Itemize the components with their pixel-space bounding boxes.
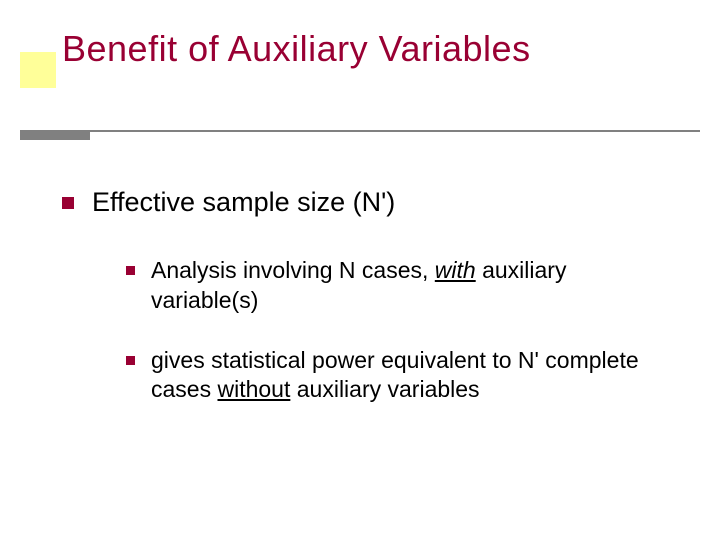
bullet-text: gives statistical power equivalent to N'…	[151, 346, 680, 406]
text-run: auxiliary variables	[290, 376, 479, 402]
square-bullet-icon	[126, 356, 135, 365]
title-area: Benefit of Auxiliary Variables	[0, 0, 720, 140]
emphasis-underline: without	[217, 376, 290, 402]
sub-bullet-list: Analysis involving N cases, with auxilia…	[62, 250, 680, 406]
slide-title: Benefit of Auxiliary Variables	[0, 28, 720, 70]
square-bullet-icon	[62, 197, 74, 209]
slide: Benefit of Auxiliary Variables Effective…	[0, 0, 720, 540]
bullet-level2: Analysis involving N cases, with auxilia…	[126, 256, 680, 316]
text-run: Analysis involving N cases,	[151, 257, 435, 283]
title-underline-tab	[20, 132, 90, 140]
bullet-text: Analysis involving N cases, with auxilia…	[151, 256, 680, 316]
title-underline	[20, 130, 700, 132]
emphasis-italic-underline: with	[435, 257, 476, 283]
bullet-text: Effective sample size (N')	[92, 186, 395, 220]
bullet-level1: Effective sample size (N')	[62, 186, 680, 220]
bullet-level2: gives statistical power equivalent to N'…	[126, 346, 680, 406]
square-bullet-icon	[126, 266, 135, 275]
slide-content: Effective sample size (N') Analysis invo…	[0, 140, 720, 405]
